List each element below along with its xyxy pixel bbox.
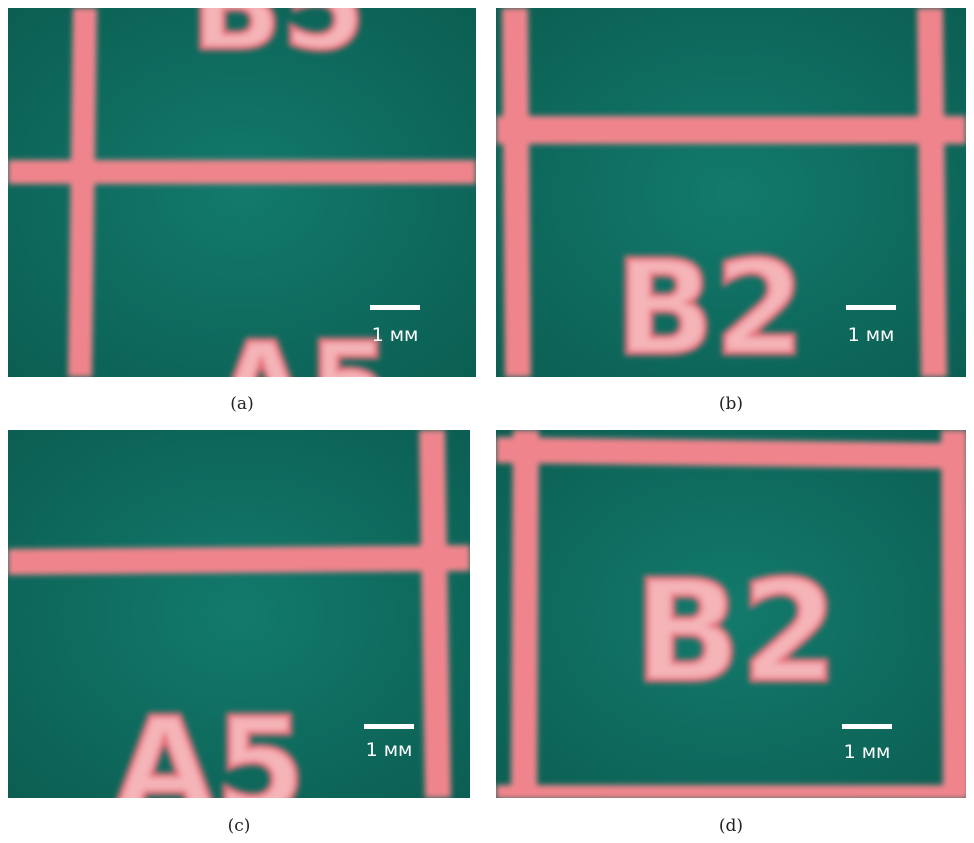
board-label: B5 bbox=[191, 8, 366, 77]
board-label: B2 bbox=[615, 232, 805, 377]
caption: (c) bbox=[209, 816, 269, 836]
scale-label: 1 мм bbox=[366, 739, 413, 761]
scale-label: 1 мм bbox=[848, 324, 895, 346]
board-label: A5 bbox=[114, 689, 305, 798]
board-label: B2 bbox=[634, 551, 838, 714]
board-label: A5 bbox=[215, 318, 391, 377]
caption: (b) bbox=[701, 394, 761, 414]
photo: B5 A5 1 мм bbox=[8, 8, 476, 377]
figure: B5 A5 1 мм (a) B2 1 мм (b) A5 1 мм (c) bbox=[0, 0, 974, 843]
caption: (d) bbox=[701, 816, 761, 836]
scale-label: 1 мм bbox=[844, 741, 891, 763]
photo: B2 1 мм bbox=[496, 430, 966, 798]
photo: A5 1 мм bbox=[8, 430, 470, 798]
photo: B2 1 мм bbox=[496, 8, 966, 377]
caption: (a) bbox=[212, 394, 272, 414]
scale-label: 1 мм bbox=[372, 324, 419, 346]
